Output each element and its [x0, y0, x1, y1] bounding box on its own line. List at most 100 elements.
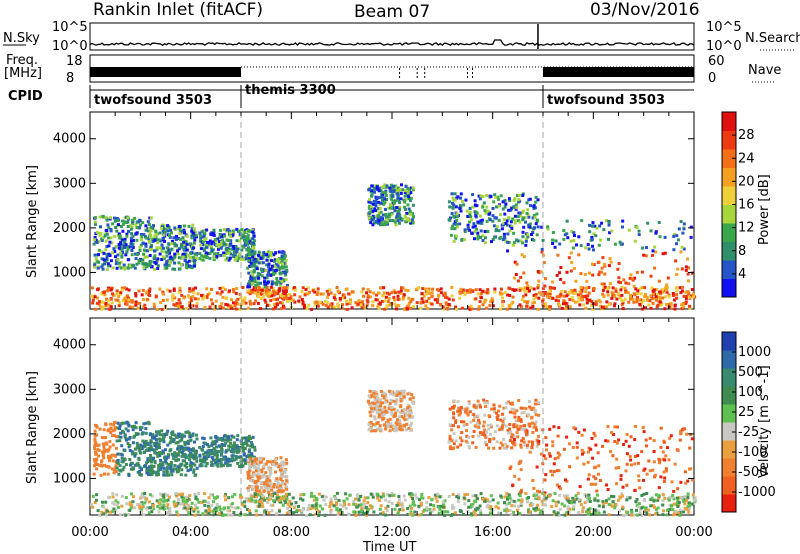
echo-cell: [128, 305, 132, 309]
echo-cell: [102, 251, 106, 255]
echo-cell: [504, 202, 508, 206]
echo-cell: [247, 271, 251, 275]
echo-cell: [131, 428, 135, 432]
echo-cell: [187, 431, 191, 435]
echo-cell: [165, 263, 169, 267]
echo-cell: [395, 214, 399, 218]
echo-cell: [173, 267, 177, 271]
echo-cell: [369, 421, 373, 424]
echo-cell: [251, 445, 255, 449]
echo-cell: [145, 297, 149, 301]
echo-cell: [188, 287, 192, 291]
echo-cell: [454, 421, 458, 424]
echo-cell: [183, 443, 187, 447]
echo-cell: [96, 448, 100, 452]
echo-cell: [268, 495, 272, 499]
echo-cell: [471, 193, 475, 197]
echo-cell: [235, 445, 239, 449]
echo-cell: [140, 506, 144, 510]
echo-cell: [140, 238, 144, 242]
echo-cell: [505, 444, 509, 448]
echo-cell: [271, 307, 275, 311]
echo-cell: [477, 194, 481, 198]
echo-cell: [580, 295, 584, 298]
echo-cell: [682, 227, 686, 231]
echo-cell: [213, 255, 217, 259]
echo-cell: [226, 464, 230, 468]
echo-cell: [400, 183, 403, 187]
echo-cell: [536, 218, 539, 222]
echo-cell: [522, 255, 526, 259]
echo-cell: [285, 511, 289, 515]
echo-cell: [279, 474, 283, 478]
echo-cell: [422, 294, 426, 298]
echo-cell: [262, 481, 265, 485]
echo-cell: [373, 207, 377, 211]
echo-cell: [499, 511, 502, 515]
echo-cell: [392, 190, 396, 193]
echo-cell: [231, 245, 235, 248]
echo-cell: [518, 211, 522, 215]
echo-cell: [676, 487, 680, 491]
echo-cell: [675, 289, 679, 293]
echo-cell: [185, 465, 189, 469]
echo-cell: [398, 221, 401, 225]
echo-cell: [564, 478, 567, 482]
echo-cell: [193, 252, 197, 256]
echo-cell: [220, 449, 224, 453]
echo-cell: [548, 285, 552, 289]
echo-cell: [187, 224, 191, 228]
echo-cell: [195, 433, 198, 437]
echo-cell: [258, 502, 262, 506]
echo-cell: [537, 442, 541, 446]
echo-cell: [452, 198, 456, 202]
echo-cell: [208, 291, 212, 295]
echo-cell: [228, 243, 232, 247]
echo-cell: [680, 428, 684, 432]
echo-cell: [205, 453, 209, 457]
echo-cell: [492, 235, 496, 239]
echo-cell: [359, 303, 363, 307]
echo-cell: [686, 279, 690, 283]
echo-cell: [138, 449, 142, 453]
echo-cell: [532, 297, 536, 301]
echo-cell: [153, 470, 157, 474]
echo-cell: [204, 451, 208, 455]
echo-cell: [93, 439, 97, 443]
echo-cell: [178, 464, 182, 468]
echo-cell: [481, 303, 485, 307]
echo-cell: [562, 447, 566, 451]
echo-cell: [250, 441, 253, 444]
echo-cell: [689, 235, 693, 239]
echo-cell: [143, 303, 147, 307]
echo-cell: [227, 251, 231, 255]
echo-cell: [652, 460, 656, 464]
echo-cell: [148, 264, 152, 267]
echo-cell: [390, 409, 394, 413]
echo-cell: [665, 283, 669, 287]
echo-cell: [113, 453, 117, 457]
echo-cell: [100, 250, 104, 254]
echo-cell: [180, 451, 184, 455]
echo-cell: [633, 293, 637, 297]
echo-cell: [554, 239, 558, 243]
echo-cell: [691, 271, 695, 275]
echo-cell: [105, 232, 109, 236]
echo-cell: [156, 241, 160, 245]
echo-cell: [238, 254, 242, 257]
echo-cell: [249, 479, 252, 483]
echo-cell: [371, 492, 375, 496]
echo-cell: [388, 206, 392, 210]
echo-cell: [179, 473, 183, 477]
echo-cell: [135, 446, 139, 450]
echo-cell: [513, 260, 517, 264]
echo-cell: [458, 204, 462, 207]
echo-cell: [384, 213, 388, 216]
echo-cell: [390, 187, 394, 191]
echo-cell: [380, 286, 384, 290]
echo-cell: [591, 289, 595, 292]
echo-cell: [499, 194, 503, 198]
echo-cell: [519, 445, 523, 449]
echo-cell: [113, 426, 117, 430]
echo-cell: [510, 206, 514, 210]
